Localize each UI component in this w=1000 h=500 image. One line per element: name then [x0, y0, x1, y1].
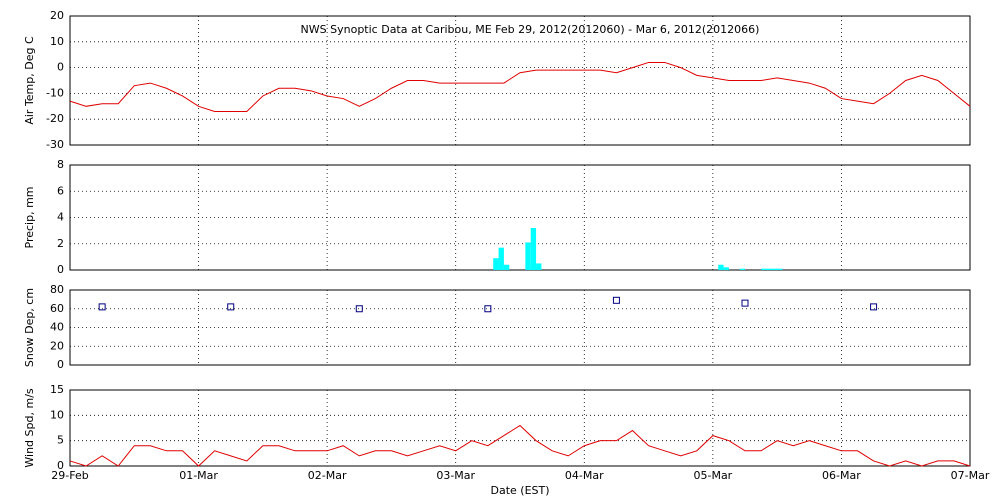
point [98, 303, 106, 311]
bar [718, 264, 724, 270]
y-tick-label: 8 [57, 158, 64, 171]
y-tick-label: 15 [50, 383, 64, 396]
bar [498, 247, 504, 270]
bar [739, 268, 745, 270]
y-tick-label: 10 [50, 35, 64, 48]
y-tick-label: 0 [57, 459, 64, 472]
bar [723, 267, 729, 270]
bar [503, 264, 510, 270]
data-line [69, 424, 971, 467]
y-tick-label: -30 [46, 138, 64, 151]
point [612, 296, 620, 304]
y-tick-label: 10 [50, 408, 64, 421]
point [741, 299, 749, 307]
y-tick-label: 0 [57, 61, 64, 74]
bar [530, 228, 537, 270]
bar [771, 268, 778, 270]
y-axis-label: Wind Spd, m/s [23, 388, 36, 468]
point [484, 305, 492, 313]
point [227, 303, 235, 311]
y-tick-label: 2 [57, 237, 64, 250]
x-tick-label: 06-Mar [822, 469, 861, 482]
x-tick-label: 04-Mar [565, 469, 604, 482]
y-tick-label: 80 [50, 283, 64, 296]
y-tick-label: -20 [46, 112, 64, 125]
y-tick-label: 6 [57, 184, 64, 197]
y-axis-label: Snow Dep, cm [23, 288, 36, 367]
x-tick-label: 01-Mar [179, 469, 218, 482]
bar [761, 268, 767, 270]
x-tick-label: 05-Mar [693, 469, 732, 482]
y-tick-label: 40 [50, 321, 64, 334]
y-tick-label: 5 [57, 434, 64, 447]
y-tick-label: 60 [50, 302, 64, 315]
chart-title: NWS Synoptic Data at Caribou, ME Feb 29,… [301, 23, 760, 36]
point [870, 303, 878, 311]
y-tick-label: -10 [46, 86, 64, 99]
panel-frame [69, 15, 971, 146]
y-tick-label: 20 [50, 339, 64, 352]
panel-frame [69, 164, 971, 271]
x-tick-label: 07-Mar [951, 469, 990, 482]
x-tick-label: 03-Mar [436, 469, 475, 482]
bar [493, 258, 499, 270]
x-tick-label: 02-Mar [308, 469, 347, 482]
bar [766, 268, 772, 270]
y-tick-label: 0 [57, 263, 64, 276]
panel-frame [69, 389, 971, 467]
x-tick-label: 29-Feb [51, 469, 88, 482]
y-tick-label: 20 [50, 9, 64, 22]
point [355, 305, 363, 313]
bar [536, 263, 542, 270]
y-tick-label: 0 [57, 358, 64, 371]
y-tick-label: 4 [57, 211, 64, 224]
y-axis-label: Precip, mm [23, 187, 36, 249]
y-axis-label: Air Temp, Deg C [23, 36, 36, 125]
panel-frame [69, 289, 971, 366]
data-line [69, 61, 971, 112]
bar [525, 242, 531, 270]
x-axis-label: Date (EST) [490, 484, 549, 497]
bar [777, 268, 783, 270]
